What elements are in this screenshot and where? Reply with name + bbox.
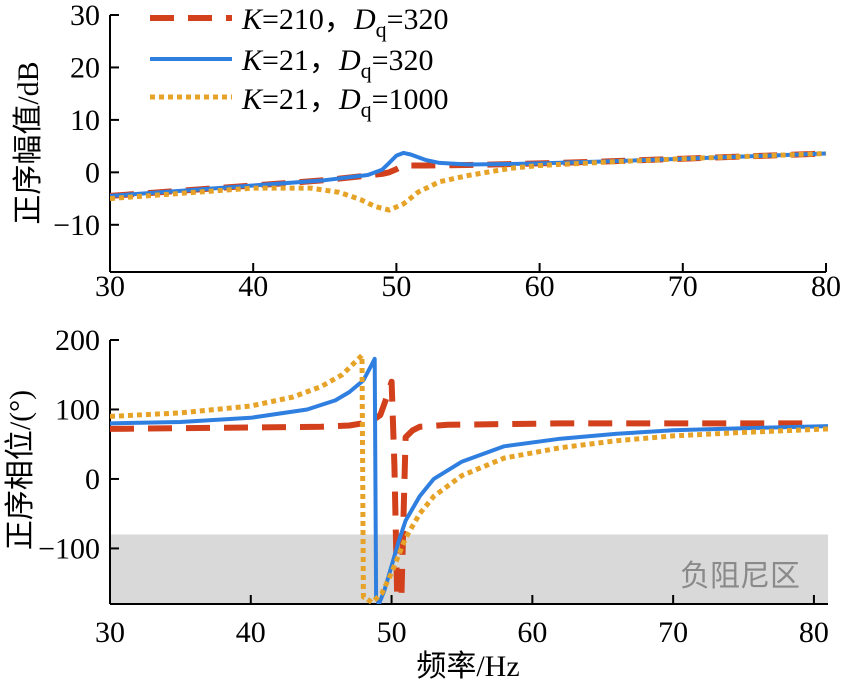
top-y-tick-label-1: 20 [70,51,100,84]
bottom-y-tick-label-1: 100 [55,393,100,426]
bottom-y-tick-label-3: −100 [38,532,100,565]
bottom-x-tick-label-30: 30 [95,616,125,649]
legend-d-symbol: D [338,44,361,77]
legend-d-subscript: q [361,97,372,122]
legend-k-value: =21， [262,83,339,116]
bottom-y-tick-label-2: 0 [85,463,100,496]
bottom-x-tick-label-60: 60 [517,616,547,649]
phase-panel: 负阻尼区 30 40 50 60 70 80 200 100 0 −100 正序相位/(°) 频率… [4,324,829,683]
legend-entry-k210-dq320: K=210，Dq=320 [150,3,449,42]
top-y-tick-label-4: −10 [53,209,100,242]
top-x-tick-label-60: 60 [525,270,555,303]
x-axis-label: 频率/Hz [416,650,519,683]
bottom-x-tick-label-80: 80 [799,616,829,649]
top-series-2-line [110,151,827,213]
legend-d-subscript: q [376,17,387,42]
legend-d-value: =320 [387,3,449,36]
bottom-y-tick-label-0: 200 [55,324,100,357]
legend-d-value: =1000 [372,83,449,116]
legend-d-value: =320 [372,44,434,77]
top-y-axis-label: 正序幅值/dB [12,61,45,224]
svg-text:K=210，Dq=320: K=210，Dq=320 [241,3,449,42]
negative-damping-region [110,534,828,604]
bottom-x-tick-label-50: 50 [377,616,407,649]
negative-damping-label: 负阻尼区 [680,560,800,593]
top-y-tick-label-2: 10 [70,104,100,137]
svg-text:K=21，Dq=1000: K=21，Dq=1000 [241,83,449,122]
top-x-tick-label-50: 50 [381,270,411,303]
legend-k-symbol: K [241,44,264,77]
top-y-tick-label-0: 30 [70,0,100,32]
legend-k-symbol: K [241,83,264,116]
bottom-y-axis-label: 正序相位/(°) [4,390,37,550]
magnitude-panel: 30 40 50 60 70 80 30 20 10 0 −10 正序幅值/dB [12,0,841,303]
legend-entry-k21-dq320: K=21，Dq=320 [150,44,434,83]
bottom-series-2-line [110,352,829,604]
bottom-x-tick-label-40: 40 [236,616,266,649]
legend-d-symbol: D [353,3,376,36]
legend-k-symbol: K [241,3,264,36]
legend-d-subscript: q [361,58,372,83]
svg-text:K=21，Dq=320: K=21，Dq=320 [241,44,434,83]
top-x-tick-label-40: 40 [238,270,268,303]
top-x-tick-label-30: 30 [95,270,125,303]
top-x-tick-label-80: 80 [811,270,841,303]
legend-d-symbol: D [338,83,361,116]
legend-k-value: =21， [262,44,339,77]
bottom-series-0-line [110,378,814,601]
bottom-series-1-line [110,356,829,604]
legend: K=210，Dq=320 K=21，Dq=320 K=21，Dq=1000 [150,3,449,122]
top-y-tick-label-3: 0 [85,156,100,189]
bottom-x-tick-label-70: 70 [658,616,688,649]
legend-k-value: =210， [262,3,354,36]
top-x-tick-label-70: 70 [668,270,698,303]
legend-entry-k21-dq1000: K=21，Dq=1000 [150,83,449,122]
